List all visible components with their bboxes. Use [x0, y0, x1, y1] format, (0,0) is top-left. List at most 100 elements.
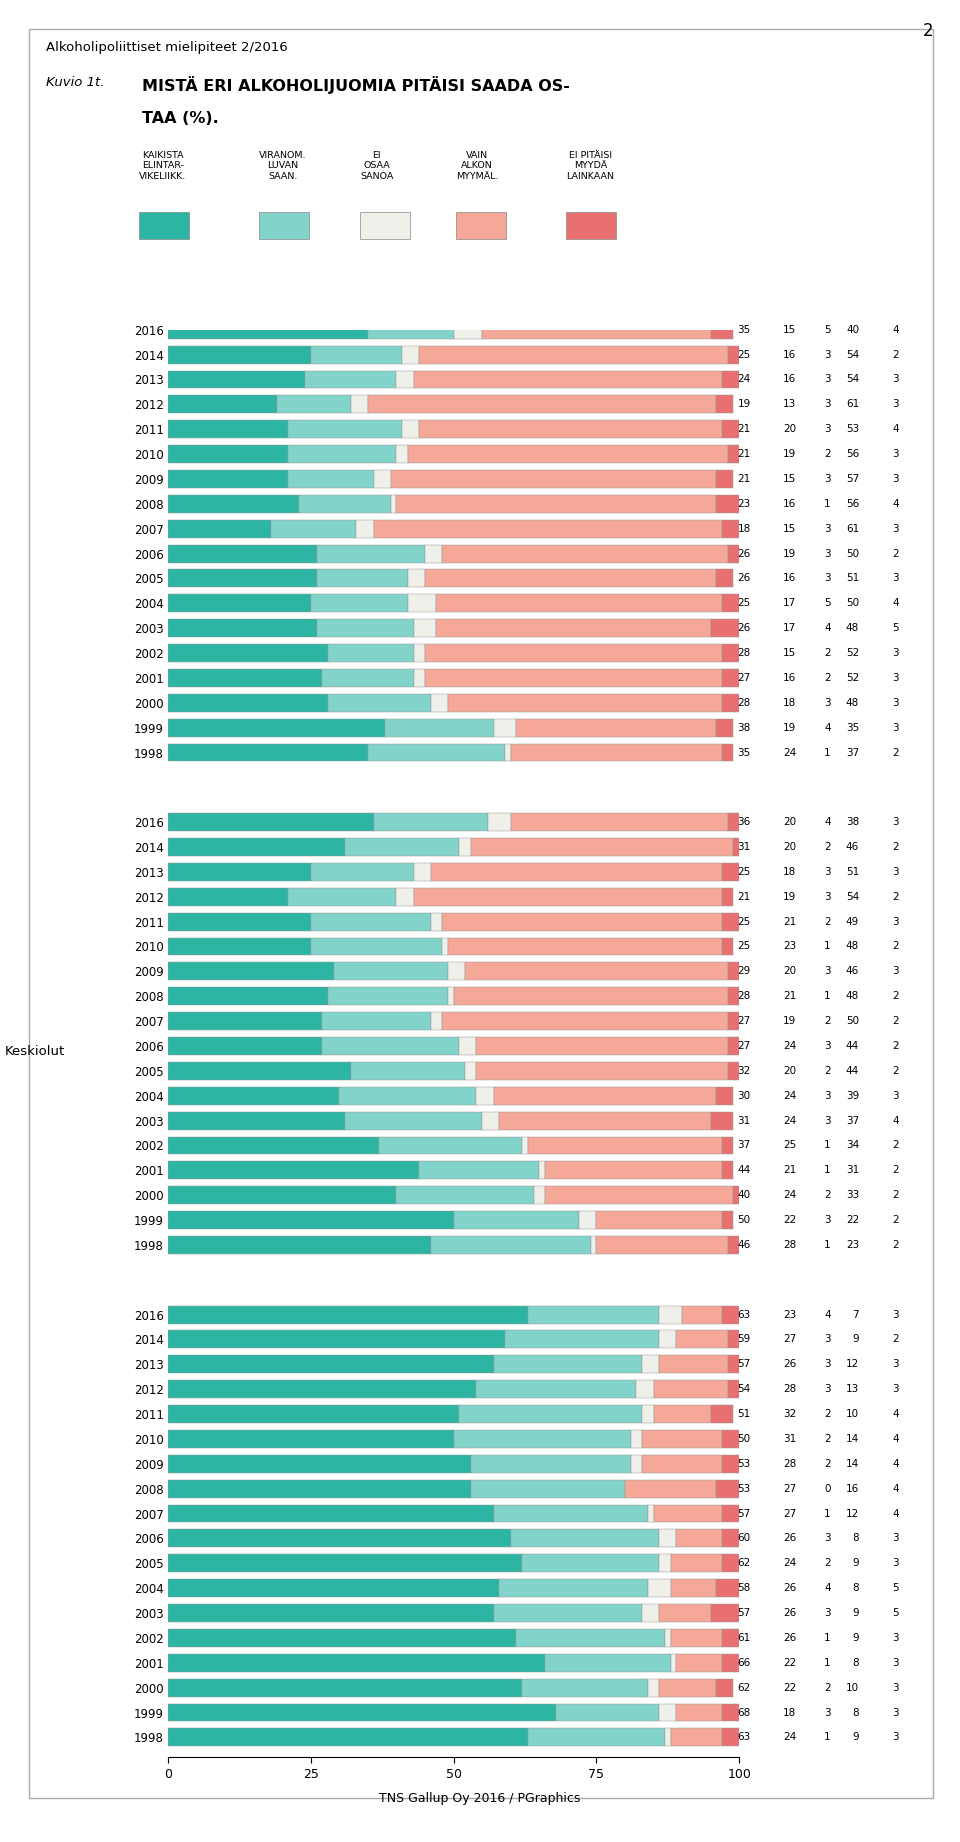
Bar	[528, 1137, 722, 1155]
Text: 51: 51	[846, 868, 859, 877]
Bar	[443, 938, 448, 956]
Bar	[168, 1604, 493, 1623]
Bar	[716, 1678, 733, 1696]
Text: 27: 27	[737, 1017, 751, 1026]
Bar	[414, 619, 437, 637]
Text: 13: 13	[783, 400, 797, 409]
Text: 26: 26	[737, 549, 751, 558]
Text: 46: 46	[846, 842, 859, 853]
Text: 35: 35	[737, 324, 751, 335]
Bar	[396, 370, 414, 389]
Bar	[642, 1356, 660, 1374]
Bar	[396, 1186, 534, 1205]
Text: 9: 9	[852, 1608, 859, 1617]
Text: 28: 28	[783, 1240, 797, 1251]
Bar	[716, 1087, 733, 1105]
Text: 21: 21	[783, 991, 797, 1002]
Bar	[168, 1111, 345, 1129]
Bar	[168, 1579, 499, 1597]
Bar	[636, 1380, 654, 1398]
Text: 46: 46	[737, 1240, 751, 1251]
Bar	[648, 1579, 671, 1597]
Text: 3: 3	[893, 722, 900, 733]
Bar	[168, 1704, 557, 1722]
Bar	[288, 470, 373, 488]
Text: 26: 26	[783, 1608, 797, 1617]
Text: 2: 2	[893, 1334, 900, 1345]
Text: 5: 5	[893, 1608, 900, 1617]
Bar	[465, 1061, 476, 1079]
Bar	[579, 1212, 596, 1229]
Text: 4: 4	[824, 722, 830, 733]
Bar	[437, 595, 722, 612]
Bar	[722, 1654, 739, 1673]
Text: 8: 8	[852, 1708, 859, 1717]
Bar	[368, 396, 716, 413]
Bar	[443, 912, 722, 930]
Text: 63: 63	[737, 1310, 751, 1319]
Bar	[168, 694, 328, 711]
Text: 4: 4	[824, 818, 830, 827]
Text: 22: 22	[846, 1216, 859, 1225]
Text: EI
OSAA
SANOA: EI OSAA SANOA	[360, 151, 394, 181]
Text: 3: 3	[824, 1533, 830, 1544]
Bar	[545, 1160, 722, 1179]
Text: TAA (%).: TAA (%).	[142, 111, 219, 125]
Text: 23: 23	[783, 1310, 797, 1319]
Bar	[168, 1330, 505, 1348]
Bar	[168, 495, 300, 512]
Text: 15: 15	[783, 473, 797, 484]
Text: 56: 56	[846, 499, 859, 508]
Text: 25: 25	[737, 941, 751, 952]
Text: 16: 16	[783, 573, 797, 584]
Bar	[168, 321, 368, 339]
Text: 4: 4	[893, 599, 900, 608]
Text: 12: 12	[846, 1509, 859, 1518]
Text: 46: 46	[846, 967, 859, 976]
Text: 13: 13	[846, 1383, 859, 1394]
Bar	[677, 1529, 722, 1547]
Bar	[168, 1087, 340, 1105]
Text: 28: 28	[783, 1383, 797, 1394]
Bar	[168, 446, 288, 462]
Text: 48: 48	[846, 991, 859, 1002]
Bar	[722, 694, 739, 711]
Bar	[728, 962, 745, 980]
Text: 40: 40	[737, 1190, 751, 1201]
Text: 1: 1	[824, 499, 830, 508]
Text: 24: 24	[783, 1090, 797, 1102]
Bar	[660, 1604, 710, 1623]
Text: 3: 3	[824, 1359, 830, 1369]
Bar	[482, 1111, 499, 1129]
Bar	[414, 669, 425, 687]
Bar	[596, 1212, 722, 1229]
Bar	[671, 1728, 722, 1746]
Bar	[168, 962, 334, 980]
Bar	[168, 396, 276, 413]
Text: 27: 27	[737, 1041, 751, 1052]
Text: 26: 26	[783, 1632, 797, 1643]
Bar	[311, 912, 431, 930]
Text: 1: 1	[824, 991, 830, 1002]
Text: 3: 3	[893, 917, 900, 927]
Bar	[682, 1306, 722, 1324]
Text: 54: 54	[846, 892, 859, 903]
Text: 2: 2	[824, 1459, 830, 1468]
Text: 31: 31	[737, 842, 751, 853]
Text: 3: 3	[824, 374, 830, 385]
Bar	[414, 645, 425, 661]
Text: 3: 3	[893, 1383, 900, 1394]
Bar	[328, 694, 431, 711]
Text: 44: 44	[737, 1166, 751, 1175]
Text: Alkoholipoliittiset mielipiteet 2/2016: Alkoholipoliittiset mielipiteet 2/2016	[46, 41, 288, 55]
Text: 19: 19	[783, 892, 797, 903]
Text: 25: 25	[737, 350, 751, 359]
Bar	[677, 1704, 722, 1722]
Text: VAIN
ALKON
MYYMÄL.: VAIN ALKON MYYMÄL.	[456, 151, 498, 181]
Text: 17: 17	[783, 623, 797, 634]
Text: 4: 4	[893, 1459, 900, 1468]
Text: 15: 15	[783, 648, 797, 658]
Bar	[722, 1505, 745, 1523]
Bar	[534, 1186, 545, 1205]
Bar	[168, 718, 385, 737]
